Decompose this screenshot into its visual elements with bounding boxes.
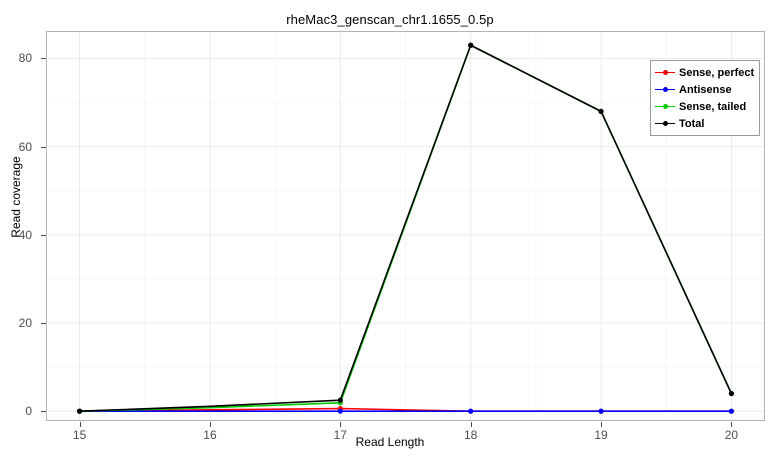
legend-label: Sense, perfect bbox=[679, 66, 755, 79]
y-tick-mark bbox=[41, 323, 46, 324]
plot-panel bbox=[46, 31, 765, 421]
x-tick-label: 20 bbox=[724, 428, 739, 442]
x-tick-mark bbox=[470, 422, 472, 427]
y-tick-label: 40 bbox=[18, 227, 32, 242]
y-tick-mark bbox=[41, 146, 46, 148]
y-tick-label: 0 bbox=[25, 404, 32, 419]
y-tick-label: 80 bbox=[18, 51, 32, 66]
chart-title: rheMac3_genscan_chr1.1655_0.5p bbox=[286, 12, 494, 27]
x-axis-title: Read Length bbox=[355, 435, 425, 449]
plot-lines bbox=[47, 32, 764, 420]
legend-key-icon bbox=[654, 116, 676, 131]
x-tick-mark bbox=[340, 422, 342, 427]
legend-key-icon bbox=[654, 65, 676, 80]
legend-entry[interactable]: Sense, tailed bbox=[654, 98, 754, 115]
legend-entry[interactable]: Total bbox=[654, 115, 754, 132]
y-tick-mark bbox=[41, 58, 46, 60]
x-tick-label: 17 bbox=[333, 428, 347, 442]
y-tick-mark bbox=[41, 411, 46, 413]
x-tick-label: 18 bbox=[463, 428, 478, 442]
x-tick-label: 16 bbox=[203, 428, 217, 442]
x-tick-mark bbox=[209, 422, 211, 427]
x-tick-mark bbox=[731, 422, 733, 427]
legend-key-icon bbox=[654, 99, 676, 114]
legend-key-icon bbox=[654, 82, 676, 97]
legend-label: Total bbox=[679, 117, 705, 130]
y-tick-label: 60 bbox=[18, 139, 32, 154]
y-tick-mark bbox=[41, 234, 46, 236]
legend-label: Sense, tailed bbox=[679, 100, 747, 113]
x-tick-label: 15 bbox=[72, 428, 87, 442]
legend-entry[interactable]: Sense, perfect bbox=[654, 64, 754, 81]
x-tick-mark bbox=[601, 422, 603, 427]
legend: Sense, perfect Antisense Sense, tailed Tota… bbox=[650, 60, 761, 136]
legend-label: Antisense bbox=[679, 83, 732, 96]
y-axis-title: Read coverage bbox=[9, 156, 23, 238]
y-tick-label: 20 bbox=[18, 316, 32, 330]
x-tick-label: 19 bbox=[594, 428, 608, 442]
legend-entry[interactable]: Antisense bbox=[654, 81, 754, 98]
x-tick-mark bbox=[79, 422, 81, 427]
